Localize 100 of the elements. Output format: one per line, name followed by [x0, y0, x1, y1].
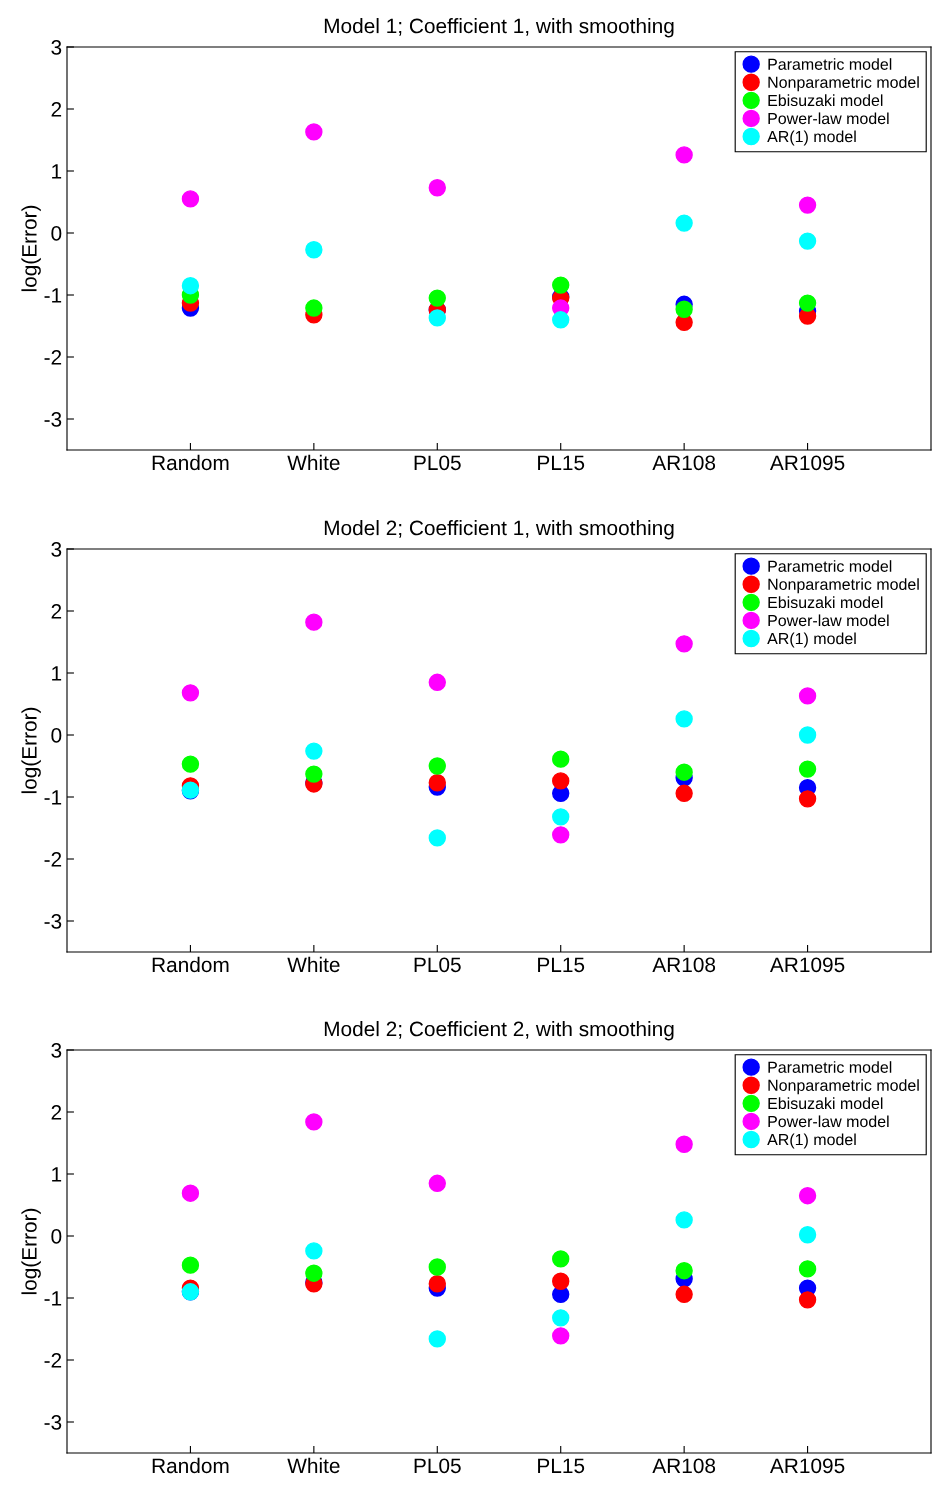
point — [798, 790, 817, 808]
legend-label: Nonparametric model — [768, 76, 919, 92]
point — [552, 1327, 570, 1345]
point — [305, 1242, 323, 1260]
point — [305, 299, 323, 317]
point — [798, 1226, 817, 1244]
y-tick-label: -1 — [44, 790, 62, 805]
point — [798, 726, 817, 744]
point — [798, 687, 817, 705]
point — [428, 289, 446, 307]
x-tick-label: AR108 — [652, 455, 716, 471]
x-tick-label: Random — [152, 956, 229, 973]
x-tick-label: White — [287, 1457, 340, 1474]
x-tick-label: PL05 — [414, 1458, 461, 1474]
x-tick-label: AR1095 — [769, 957, 845, 973]
point — [675, 300, 693, 318]
point — [428, 179, 446, 197]
y-tick-label: -3 — [44, 1415, 62, 1430]
point — [798, 1260, 817, 1278]
point — [428, 1174, 446, 1192]
point — [798, 1291, 817, 1309]
y-tick-label: -2 — [44, 852, 62, 867]
legend-label: AR(1) model — [767, 632, 856, 648]
point — [552, 826, 570, 844]
point — [305, 765, 323, 783]
point — [675, 784, 693, 802]
legend-label: Power-law model — [768, 112, 889, 125]
point — [181, 684, 200, 702]
point — [675, 1135, 693, 1153]
point — [552, 808, 570, 826]
point — [675, 1262, 693, 1280]
legend-label: AR(1) model — [767, 1133, 856, 1149]
point — [181, 1256, 200, 1274]
chart-title: Model 2; Coefficient 2, with smoothing — [324, 1021, 674, 1041]
point — [675, 1285, 693, 1303]
point — [428, 757, 446, 775]
point — [552, 750, 570, 768]
y-axis-title: log(Error) — [21, 205, 41, 292]
point — [675, 1211, 693, 1229]
point — [181, 1184, 200, 1202]
legend-label: Ebisuzaki model — [768, 596, 883, 609]
chart-title: Model 2; Coefficient 1, with smoothing — [324, 520, 674, 540]
point — [305, 1113, 323, 1131]
point — [675, 214, 693, 232]
x-tick-label: White — [287, 454, 340, 471]
y-tick-label: 3 — [51, 542, 62, 557]
y-tick-label: 1 — [52, 666, 62, 681]
point — [428, 829, 446, 847]
y-tick-label: 2 — [51, 1105, 62, 1120]
point — [552, 311, 570, 329]
point — [552, 772, 570, 790]
point — [798, 196, 817, 214]
y-tick-label: -3 — [44, 914, 62, 929]
y-tick-label: 2 — [51, 102, 62, 117]
point — [798, 232, 817, 250]
point — [675, 763, 693, 781]
legend-label: AR(1) model — [767, 130, 856, 146]
y-tick-label: -2 — [44, 1353, 62, 1368]
point — [428, 774, 446, 792]
point — [181, 190, 200, 208]
point — [428, 309, 446, 327]
point — [305, 1264, 323, 1282]
point — [181, 755, 200, 773]
point — [428, 673, 446, 691]
point — [305, 613, 323, 631]
y-tick-label: 3 — [51, 1043, 62, 1058]
legend-label: Ebisuzaki model — [768, 1097, 883, 1110]
x-tick-label: White — [287, 956, 340, 973]
y-axis-title: log(Error) — [21, 1208, 41, 1295]
legend-label: Ebisuzaki model — [768, 94, 883, 107]
point — [305, 742, 323, 760]
point — [428, 1330, 446, 1348]
y-tick-label: 2 — [51, 604, 62, 619]
x-tick-label: PL15 — [538, 1458, 585, 1474]
point — [675, 146, 693, 164]
point — [305, 123, 323, 141]
x-tick-label: AR1095 — [769, 455, 845, 471]
y-tick-label: 0 — [51, 1229, 62, 1244]
x-tick-label: PL05 — [414, 957, 461, 973]
point — [552, 1272, 570, 1290]
y-tick-label: 0 — [51, 226, 62, 241]
legend-label: Parametric model — [768, 560, 892, 572]
y-tick-label: 0 — [51, 728, 62, 743]
point — [675, 635, 693, 653]
x-tick-label: AR1095 — [769, 1458, 845, 1474]
legend-label: Power-law model — [768, 1115, 889, 1128]
point — [798, 1187, 817, 1205]
point — [428, 1275, 446, 1293]
legend-label: Parametric model — [768, 58, 892, 70]
x-tick-label: Random — [152, 1457, 229, 1474]
legend-label: Nonparametric model — [768, 578, 919, 594]
y-tick-label: -3 — [44, 412, 62, 427]
y-axis-title: log(Error) — [21, 707, 41, 794]
legend-label: Nonparametric model — [768, 1079, 919, 1095]
point — [428, 1258, 446, 1276]
point — [181, 277, 200, 295]
point — [798, 294, 817, 312]
x-tick-label: AR108 — [652, 957, 716, 973]
x-tick-label: AR108 — [652, 1458, 716, 1474]
point — [552, 1309, 570, 1327]
